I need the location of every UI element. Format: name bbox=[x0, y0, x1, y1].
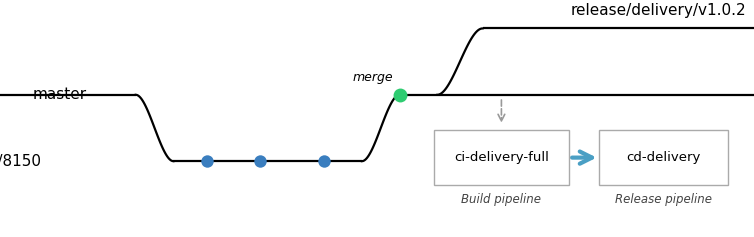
Text: ci-delivery-full: ci-delivery-full bbox=[454, 151, 549, 164]
Text: cd-delivery: cd-delivery bbox=[627, 151, 700, 164]
Text: feature/8150: feature/8150 bbox=[0, 154, 41, 169]
Text: merge: merge bbox=[353, 71, 394, 84]
Point bbox=[394, 93, 406, 97]
FancyBboxPatch shape bbox=[599, 130, 728, 185]
Point bbox=[318, 159, 330, 163]
Text: Build pipeline: Build pipeline bbox=[461, 193, 541, 206]
FancyBboxPatch shape bbox=[434, 130, 569, 185]
Text: master: master bbox=[32, 87, 87, 102]
Text: Release pipeline: Release pipeline bbox=[615, 193, 712, 206]
Point bbox=[201, 159, 213, 163]
Point bbox=[254, 159, 266, 163]
Text: release/delivery/v1.0.2: release/delivery/v1.0.2 bbox=[571, 3, 746, 18]
